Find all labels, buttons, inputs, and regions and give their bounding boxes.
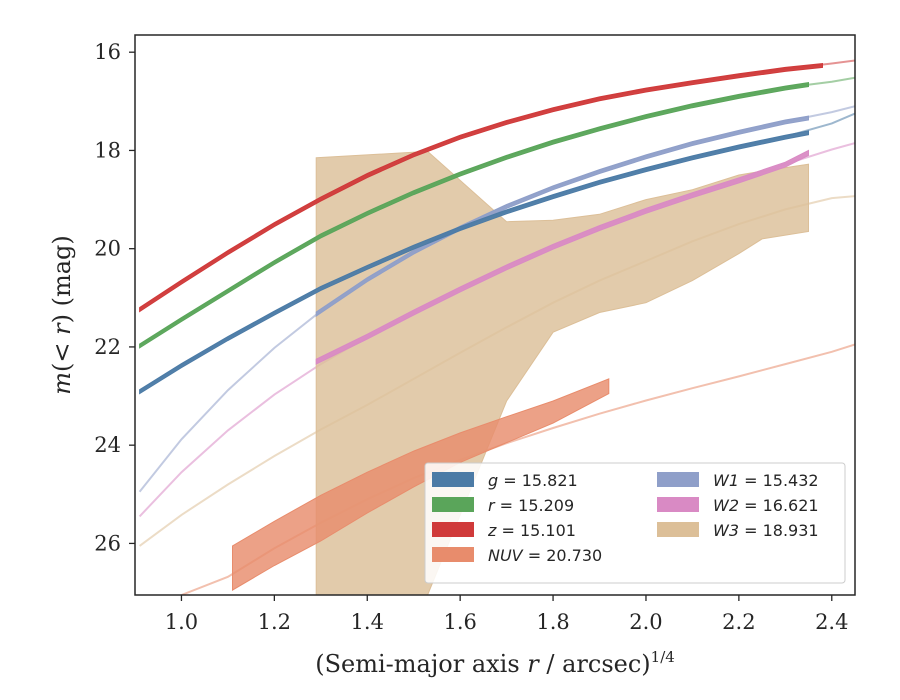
legend-label-z: z = 15.101 xyxy=(487,521,576,540)
legend-label-w2: W2 = 16.621 xyxy=(713,496,819,515)
y-axis-title: m(< r) (mag) xyxy=(48,235,76,395)
legend-label-w3: W3 = 18.931 xyxy=(713,521,819,540)
plot-frame xyxy=(134,34,856,596)
measured-band-g xyxy=(139,130,809,395)
legend-swatch-r xyxy=(432,497,474,512)
x-tick-label: 1.6 xyxy=(443,610,476,634)
legend-entries: g = 15.821 r = 15.209 z = 15.101 NUV = 20.7… xyxy=(432,471,819,565)
y-tick-label: 18 xyxy=(94,138,121,162)
y-axis: 16 18 20 22 24 26 xyxy=(94,40,135,555)
legend-swatch-w2 xyxy=(657,497,699,512)
x-axis: 1.0 1.2 1.4 1.6 1.8 2.0 2.2 2.4 xyxy=(165,595,848,634)
measured-band-w2 xyxy=(315,149,809,365)
x-tick-label: 2.4 xyxy=(815,610,848,634)
measured-band-nuv xyxy=(232,378,610,591)
x-tick-label: 1.0 xyxy=(165,610,198,634)
y-tick-label: 24 xyxy=(94,433,121,457)
x-tick-label: 2.0 xyxy=(629,610,662,634)
legend-box xyxy=(424,462,846,584)
legend: g = 15.821 r = 15.209 z = 15.101 NUV = 20.7… xyxy=(424,462,846,584)
x-tick-label: 2.2 xyxy=(722,610,755,634)
legend-label-r: r = 15.209 xyxy=(488,496,574,515)
x-tick-label: 1.2 xyxy=(258,610,291,634)
legend-label-nuv: NUV = 20.730 xyxy=(488,546,602,565)
legend-swatch-nuv xyxy=(432,547,474,562)
x-axis-title: (Semi-major axis r / arcsec)1/4 xyxy=(315,648,675,678)
legend-swatch-g xyxy=(432,472,474,487)
y-tick-label: 22 xyxy=(94,335,121,359)
measured-band-z xyxy=(139,62,823,313)
x-tick-label: 1.4 xyxy=(351,610,384,634)
y-tick-label: 26 xyxy=(94,531,121,555)
y-tick-label: 20 xyxy=(94,237,121,261)
legend-swatch-w1 xyxy=(657,472,699,487)
legend-label-g: g = 15.821 xyxy=(488,471,578,490)
y-tick-label: 16 xyxy=(94,40,121,64)
measured-band-r xyxy=(139,82,809,349)
legend-swatch-z xyxy=(432,522,474,537)
legend-label-w1: W1 = 15.432 xyxy=(713,471,819,490)
x-tick-label: 1.8 xyxy=(536,610,569,634)
legend-swatch-w3 xyxy=(657,522,699,537)
